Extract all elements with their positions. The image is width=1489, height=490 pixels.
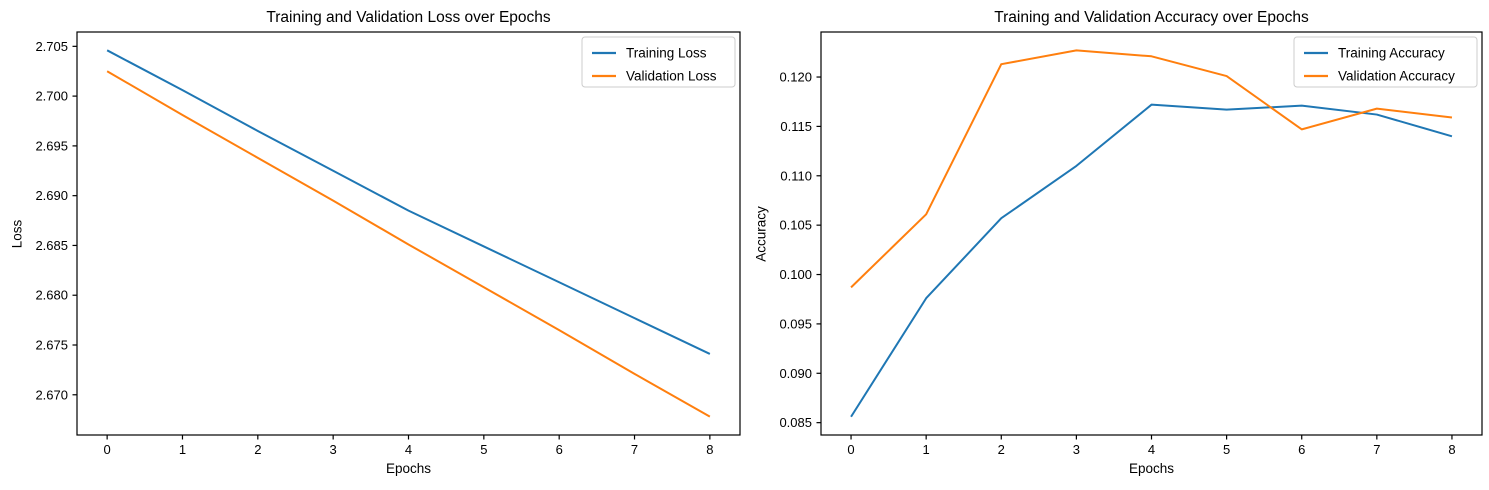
accuracy-x-axis-label: Epochs: [1128, 461, 1175, 476]
x-tick-label: 1: [179, 442, 186, 457]
x-tick-label: 0: [104, 442, 111, 457]
y-tick-label: 2.690: [35, 188, 68, 203]
x-tick-label: 1: [923, 442, 930, 457]
training-loss-legend-label: Training Loss: [626, 46, 707, 61]
x-tick-label: 6: [556, 442, 563, 457]
training-accuracy-line: [850, 103, 1453, 418]
x-tick-label: 5: [1223, 442, 1230, 457]
x-tick-label: 0: [847, 442, 854, 457]
y-tick-label: 0.115: [780, 119, 812, 134]
y-tick-label: 2.680: [35, 288, 68, 303]
training-loss-line: [106, 49, 711, 355]
y-tick-label: 0.110: [780, 168, 812, 183]
x-tick-label: 5: [480, 442, 487, 457]
validation-accuracy-legend-label: Validation Accuracy: [1338, 69, 1455, 84]
accuracy-chart-title: Training and Validation Accuracy over Ep…: [994, 9, 1309, 26]
x-tick-label: 3: [1073, 442, 1080, 457]
y-tick-label: 2.675: [35, 338, 68, 353]
y-tick-label: 0.100: [779, 267, 812, 282]
x-tick-label: 4: [405, 442, 412, 457]
x-tick-label: 8: [1448, 442, 1455, 457]
y-tick-label: 0.095: [779, 316, 812, 331]
x-tick-label: 7: [1373, 442, 1380, 457]
x-tick-label: 7: [631, 442, 638, 457]
x-tick-label: 6: [1298, 442, 1305, 457]
y-tick-label: 2.700: [35, 89, 68, 104]
loss-chart-title: Training and Validation Loss over Epochs: [266, 9, 551, 26]
y-tick-label: 0.105: [779, 218, 812, 233]
y-tick-label: 0.085: [779, 415, 812, 430]
loss-x-axis-label: Epochs: [385, 461, 432, 476]
y-tick-label: 2.705: [35, 39, 68, 54]
validation-loss-legend-label: Validation Loss: [626, 69, 717, 84]
y-tick-label: 2.670: [35, 387, 68, 402]
training-accuracy-legend-label: Training Accuracy: [1338, 46, 1445, 61]
x-tick-label: 4: [1148, 442, 1155, 457]
x-tick-label: 3: [330, 442, 337, 457]
x-tick-label: 2: [254, 442, 261, 457]
x-tick-label: 2: [998, 442, 1005, 457]
accuracy-axes-frame: [820, 31, 1483, 436]
y-tick-label: 0.120: [779, 70, 812, 85]
x-tick-label: 8: [706, 442, 713, 457]
accuracy-legend-box: [1293, 36, 1478, 88]
loss-axes-frame: [76, 31, 741, 436]
y-tick-label: 0.090: [779, 366, 812, 381]
validation-accuracy-line: [850, 49, 1453, 289]
loss-legend-box: [581, 36, 736, 88]
y-tick-label: 2.685: [35, 238, 68, 253]
loss-y-axis-label: Loss: [9, 219, 25, 248]
y-tick-label: 2.695: [35, 138, 68, 153]
validation-loss-line: [106, 70, 711, 418]
accuracy-y-axis-label: Accuracy: [753, 205, 769, 262]
